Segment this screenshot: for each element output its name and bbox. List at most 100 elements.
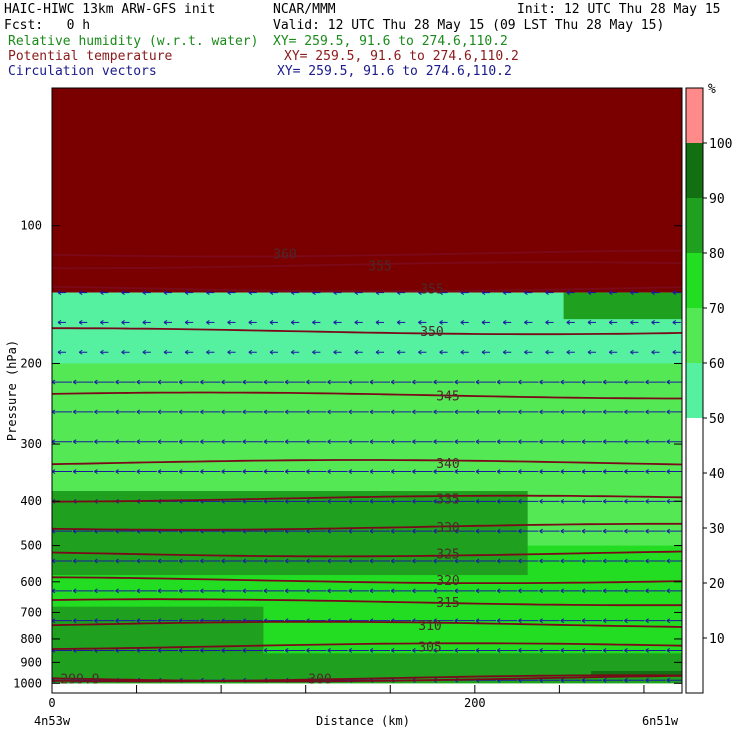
- wind-vector-head: [263, 469, 268, 474]
- wind-vector-head: [624, 677, 628, 683]
- wind-vector-head: [72, 618, 77, 624]
- wind-vector-head: [94, 439, 98, 445]
- wind-vector-head: [396, 349, 401, 355]
- colorbar-label: 80: [709, 247, 725, 262]
- wind-vector-head: [624, 379, 628, 385]
- y-tick-label: 900: [20, 655, 42, 669]
- wind-vector-head: [608, 320, 613, 325]
- wind-vector-head: [348, 439, 353, 445]
- wind-vector-head: [333, 320, 337, 325]
- wind-vector-head: [306, 588, 310, 594]
- wind-vector-head: [369, 648, 374, 653]
- wind-vector-head: [418, 320, 422, 325]
- colorbar-segment: [686, 88, 703, 143]
- theta-contour-299.9: [52, 674, 682, 683]
- wind-vector-head: [136, 469, 141, 474]
- wind-vector-head: [327, 588, 331, 594]
- wind-vector-head: [672, 290, 677, 296]
- wind-vector-head: [263, 379, 268, 385]
- theta-contour-350: [52, 327, 682, 336]
- wind-vector-head: [354, 349, 359, 355]
- wind-vector-head: [327, 439, 331, 445]
- wind-vector-head: [327, 379, 331, 385]
- theta-contour-300: [52, 674, 682, 683]
- wind-vector-head: [327, 469, 331, 474]
- wind-vector-head: [206, 290, 210, 296]
- wind-vector-head: [454, 439, 459, 445]
- wind-vector-head: [354, 320, 359, 325]
- wind-vector-head: [412, 648, 416, 653]
- y-tick-label: 200: [20, 356, 42, 370]
- wind-vector-head: [581, 379, 586, 385]
- wind-vector-head: [496, 618, 501, 624]
- wind-vector-head: [284, 498, 289, 504]
- wind-vector-head: [269, 349, 274, 355]
- wind-vector-head: [539, 498, 543, 504]
- wind-vector-head: [72, 409, 77, 415]
- plot-frame: [51, 87, 683, 694]
- y-tick-label: 600: [20, 575, 42, 589]
- wind-vector-head: [581, 498, 586, 504]
- wind-vector-head: [645, 409, 649, 415]
- wind-vector-head: [157, 618, 162, 624]
- wind-vector-head: [412, 528, 416, 534]
- wind-vector-head: [587, 349, 592, 355]
- wind-vector-head: [200, 469, 204, 474]
- wind-vector-head: [581, 677, 586, 683]
- wind-vector-head: [163, 290, 168, 296]
- colorbar-segment: [686, 583, 703, 638]
- wind-vector-head: [312, 349, 316, 355]
- wind-vector-head: [142, 320, 147, 325]
- wind-vector-head: [312, 320, 316, 325]
- wind-vector-head: [602, 677, 607, 683]
- wind-vector-head: [348, 558, 353, 564]
- wind-vector-head: [539, 379, 543, 385]
- wind-vector-head: [475, 648, 480, 653]
- field-vec-name: Circulation vectors: [8, 64, 157, 79]
- wind-vector-head: [348, 498, 353, 504]
- theta-label-3: 310: [418, 619, 441, 634]
- theta-label-12: 355: [420, 282, 443, 297]
- wind-vector-head: [121, 320, 125, 325]
- wind-vector-head: [608, 349, 613, 355]
- theta-label-4: 315: [436, 596, 459, 611]
- colorbar-label: 10: [709, 632, 725, 647]
- wind-vector-head: [157, 469, 162, 474]
- theta-label-1: 300: [308, 672, 331, 687]
- wind-vector-head: [566, 320, 571, 325]
- wind-vector-head: [666, 588, 671, 594]
- wind-vector-head: [518, 439, 522, 445]
- wind-vector-head: [390, 588, 395, 594]
- wind-vector-head: [454, 379, 459, 385]
- wind-vector-head: [348, 409, 353, 415]
- header-fcst: Fcst: 0 h: [4, 18, 91, 33]
- wind-vector-head: [115, 409, 119, 415]
- wind-vector-head: [306, 409, 310, 415]
- wind-vector-head: [645, 648, 649, 653]
- wind-vector-head: [475, 409, 480, 415]
- theta-label-2: 305: [418, 640, 441, 655]
- wind-vector-head: [206, 349, 210, 355]
- wind-vector-head: [390, 469, 395, 474]
- wind-vector-head: [333, 349, 337, 355]
- theta-label-9: 340: [436, 457, 459, 472]
- wind-vector-head: [645, 469, 649, 474]
- wind-vector-head: [539, 409, 543, 415]
- theta-label-6: 325: [436, 547, 459, 562]
- wind-vector-head: [115, 379, 119, 385]
- wind-vector-head: [539, 439, 543, 445]
- y-tick-label: 700: [20, 605, 42, 619]
- wind-vector-head: [560, 379, 565, 385]
- wind-vector-head: [475, 618, 480, 624]
- wind-vector-head: [433, 528, 437, 534]
- x-tick-label: 0: [48, 696, 55, 710]
- wind-vector-head: [242, 588, 247, 594]
- wind-vector-head: [142, 290, 147, 296]
- wind-vector-head: [263, 409, 268, 415]
- wind-vector-head: [263, 648, 268, 653]
- wind-vector-head: [242, 648, 247, 653]
- wind-vector-head: [327, 528, 331, 534]
- wind-vector-head: [306, 498, 310, 504]
- wind-vector-head: [184, 290, 189, 296]
- wind-vector-head: [72, 439, 77, 445]
